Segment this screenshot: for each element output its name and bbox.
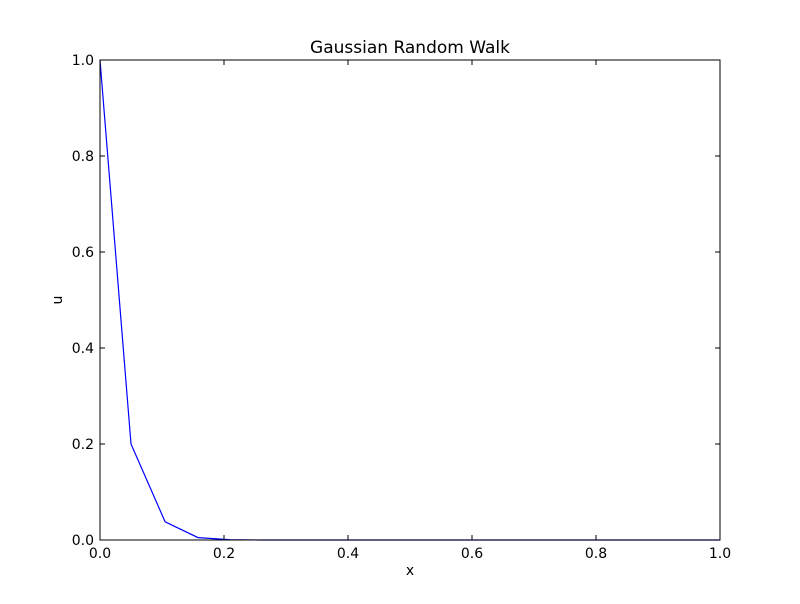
y-tick-label: 0.2: [72, 437, 94, 453]
axes-frame: [99, 59, 721, 541]
axis-ticks: 0.0 0.2 0.4 0.6 0.8 1.0 0.0 0.2 0.4 0.6 0.8 1.0: [72, 53, 731, 562]
x-tick-label: 1.0: [709, 546, 731, 562]
series-line-0: [99, 59, 720, 541]
y-tick-label: 0.4: [72, 341, 94, 357]
x-tick-label: 0.4: [337, 546, 359, 562]
x-axis-label: x: [406, 563, 414, 579]
y-tick-label: 0.6: [72, 245, 94, 261]
y-tick-label: 0.8: [72, 149, 94, 165]
x-tick-label: 0.6: [461, 546, 483, 562]
x-tick-label: 0.8: [585, 546, 607, 562]
y-tick-label: 1.0: [72, 53, 94, 69]
y-tick-label: 0.0: [72, 533, 94, 549]
y-axis-label: u: [50, 296, 66, 305]
x-tick-label: 0.2: [213, 546, 235, 562]
plot-area: [99, 59, 720, 541]
x-tick-label: 0.0: [89, 546, 111, 562]
chart-title: Gaussian Random Walk: [310, 38, 510, 58]
